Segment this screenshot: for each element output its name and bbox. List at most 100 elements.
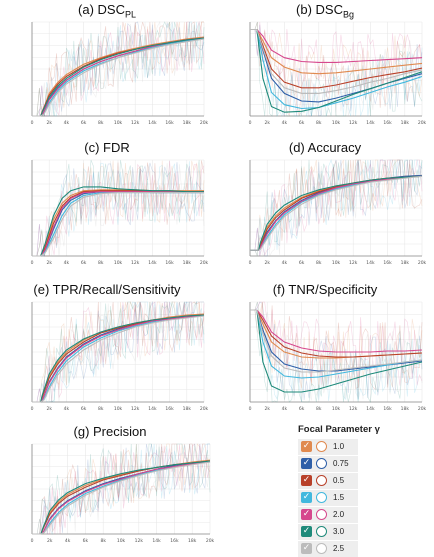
x-tick-label: 8k [100, 538, 106, 544]
noise-trace [32, 159, 205, 257]
x-tick-label: 12k [135, 538, 144, 544]
legend-title: Focal Parameter γ [298, 424, 380, 435]
x-tick-label: 6k [299, 406, 305, 412]
legend-checkbox[interactable]: ✓ [301, 441, 312, 453]
x-tick-label: 18k [183, 406, 192, 412]
legend-checkbox[interactable]: ✓ [301, 475, 312, 487]
x-tick-label: 0 [31, 538, 34, 544]
x-tick-label: 2k [46, 406, 52, 412]
grid [31, 443, 211, 535]
legend-circle-icon [316, 526, 327, 538]
chart-panel-precision: (g) Precision 0 2k 4k 6k 8k 10k 12k 14k 16k 18k 20… [0, 422, 220, 548]
legend-label: 2.5 [333, 544, 345, 554]
noise-trace [250, 29, 423, 118]
chart-title: (f) TNR/Specificity [272, 282, 378, 297]
noise-trace [32, 161, 205, 257]
legend-checkbox[interactable]: ✓ [301, 458, 312, 470]
noise-trace [250, 301, 423, 391]
x-tick-label: 6k [299, 260, 305, 266]
x-tick-label: 12k [349, 260, 358, 266]
legend-circle-icon [316, 543, 327, 555]
legend-circle-icon [316, 458, 327, 470]
x-tick-label: 2k [264, 120, 270, 126]
series-line-3.0 [250, 309, 423, 393]
x-tick-label: 10k [332, 406, 341, 412]
legend: Focal Parameter γ ✓ 1.0 ✓ 0.75 ✓ 0.5 ✓ 1.5 ✓ 2.0 ✓… [298, 424, 418, 557]
legend-checkbox[interactable]: ✓ [301, 526, 312, 538]
legend-label: 1.0 [333, 442, 345, 452]
series-line-2.0 [32, 314, 205, 403]
x-tick-label: 20k [418, 120, 427, 126]
series-line-2.5 [32, 38, 205, 117]
x-tick-label: 0 [249, 120, 252, 126]
legend-checkbox[interactable]: ✓ [301, 492, 312, 504]
noise-traces [250, 21, 423, 118]
x-tick-label: 14k [148, 120, 157, 126]
x-tick-label: 20k [200, 120, 209, 126]
legend-item[interactable]: ✓ 1.0 [298, 439, 358, 455]
grid [249, 159, 423, 257]
x-tick-label: 20k [200, 406, 209, 412]
legend-item[interactable]: ✓ 0.5 [298, 473, 358, 489]
series-line-3.0 [32, 186, 204, 257]
series-line-0.5 [250, 309, 423, 358]
legend-item[interactable]: ✓ 0.75 [298, 456, 358, 472]
series-line-2.0 [32, 191, 204, 257]
x-tick-label: 12k [131, 260, 140, 266]
x-tick-label: 0 [31, 120, 34, 126]
chart-panel-dsc-bg: (b) DSCBg 0 2k 4k 6k 8k 10k 12k 14k 16k 18k 20k [218, 0, 432, 130]
x-tick-label: 8k [98, 260, 104, 266]
legend-label: 1.5 [333, 493, 345, 503]
x-tick-label: 14k [148, 260, 157, 266]
x-tick-label: 16k [170, 538, 179, 544]
chart-panel-fdr: (c) FDR 0 2k 4k 6k 8k 10k 12k 14k 16k 18k 20k [0, 138, 214, 270]
series-line-2.0 [250, 175, 423, 251]
series-line-2.5 [32, 315, 205, 403]
legend-circle-icon [316, 441, 327, 453]
x-tick-label: 12k [349, 120, 358, 126]
x-tick-label: 20k [418, 260, 427, 266]
series-line-3.0 [32, 37, 205, 117]
chart-title: (e) TPR/Recall/Sensitivity [33, 282, 181, 297]
x-tick-label: 16k [383, 120, 392, 126]
x-tick-label: 6k [83, 538, 89, 544]
legend-item[interactable]: ✓ 3.0 [298, 524, 358, 540]
series-line-2.5 [250, 28, 423, 94]
x-tick-label: 20k [200, 260, 209, 266]
legend-item[interactable]: ✓ 2.5 [298, 541, 358, 557]
x-tick-label: 16k [383, 406, 392, 412]
x-tick-label: 18k [183, 260, 192, 266]
x-tick-label: 14k [152, 538, 161, 544]
x-tick-label: 6k [81, 120, 87, 126]
noise-trace [32, 300, 205, 403]
x-tick-label: 12k [349, 406, 358, 412]
x-tick-label: 10k [332, 120, 341, 126]
x-tick-label: 6k [81, 406, 87, 412]
legend-checkbox[interactable]: ✓ [301, 509, 312, 521]
noise-trace [250, 21, 423, 94]
chart-plot: 0 2k 4k 6k 8k 10k 12k 14k 16k 18k 20k [249, 301, 427, 412]
legend-label: 0.5 [333, 476, 345, 486]
legend-label: 3.0 [333, 527, 345, 537]
legend-item[interactable]: ✓ 1.5 [298, 490, 358, 506]
x-tick-label: 12k [131, 120, 140, 126]
legend-circle-icon [316, 492, 327, 504]
chart-panel-accuracy: (d) Accuracy 0 2k 4k 6k 8k 10k 12k 14k 16k 18k 20k [218, 138, 432, 270]
x-tick-label: 4k [64, 120, 70, 126]
chart-title: (b) DSCBg [296, 2, 354, 20]
noise-trace [250, 159, 423, 257]
x-tick-label: 20k [206, 538, 215, 544]
noise-trace [250, 29, 423, 117]
series-line-3.0 [250, 175, 423, 251]
chart-title: (a) DSCPL [78, 2, 136, 20]
x-tick-label: 0 [31, 406, 34, 412]
chart-plot: 0 2k 4k 6k 8k 10k 12k 14k 16k 18k 20k [31, 159, 209, 266]
chart-plot: 0 2k 4k 6k 8k 10k 12k 14k 16k 18k 20k [31, 300, 209, 412]
legend-circle-icon [316, 509, 327, 521]
legend-checkbox[interactable]: ✓ [301, 543, 312, 555]
x-tick-label: 10k [114, 120, 123, 126]
legend-item[interactable]: ✓ 2.0 [298, 507, 358, 523]
x-tick-label: 14k [148, 406, 157, 412]
x-tick-label: 18k [401, 260, 410, 266]
x-tick-label: 14k [366, 260, 375, 266]
